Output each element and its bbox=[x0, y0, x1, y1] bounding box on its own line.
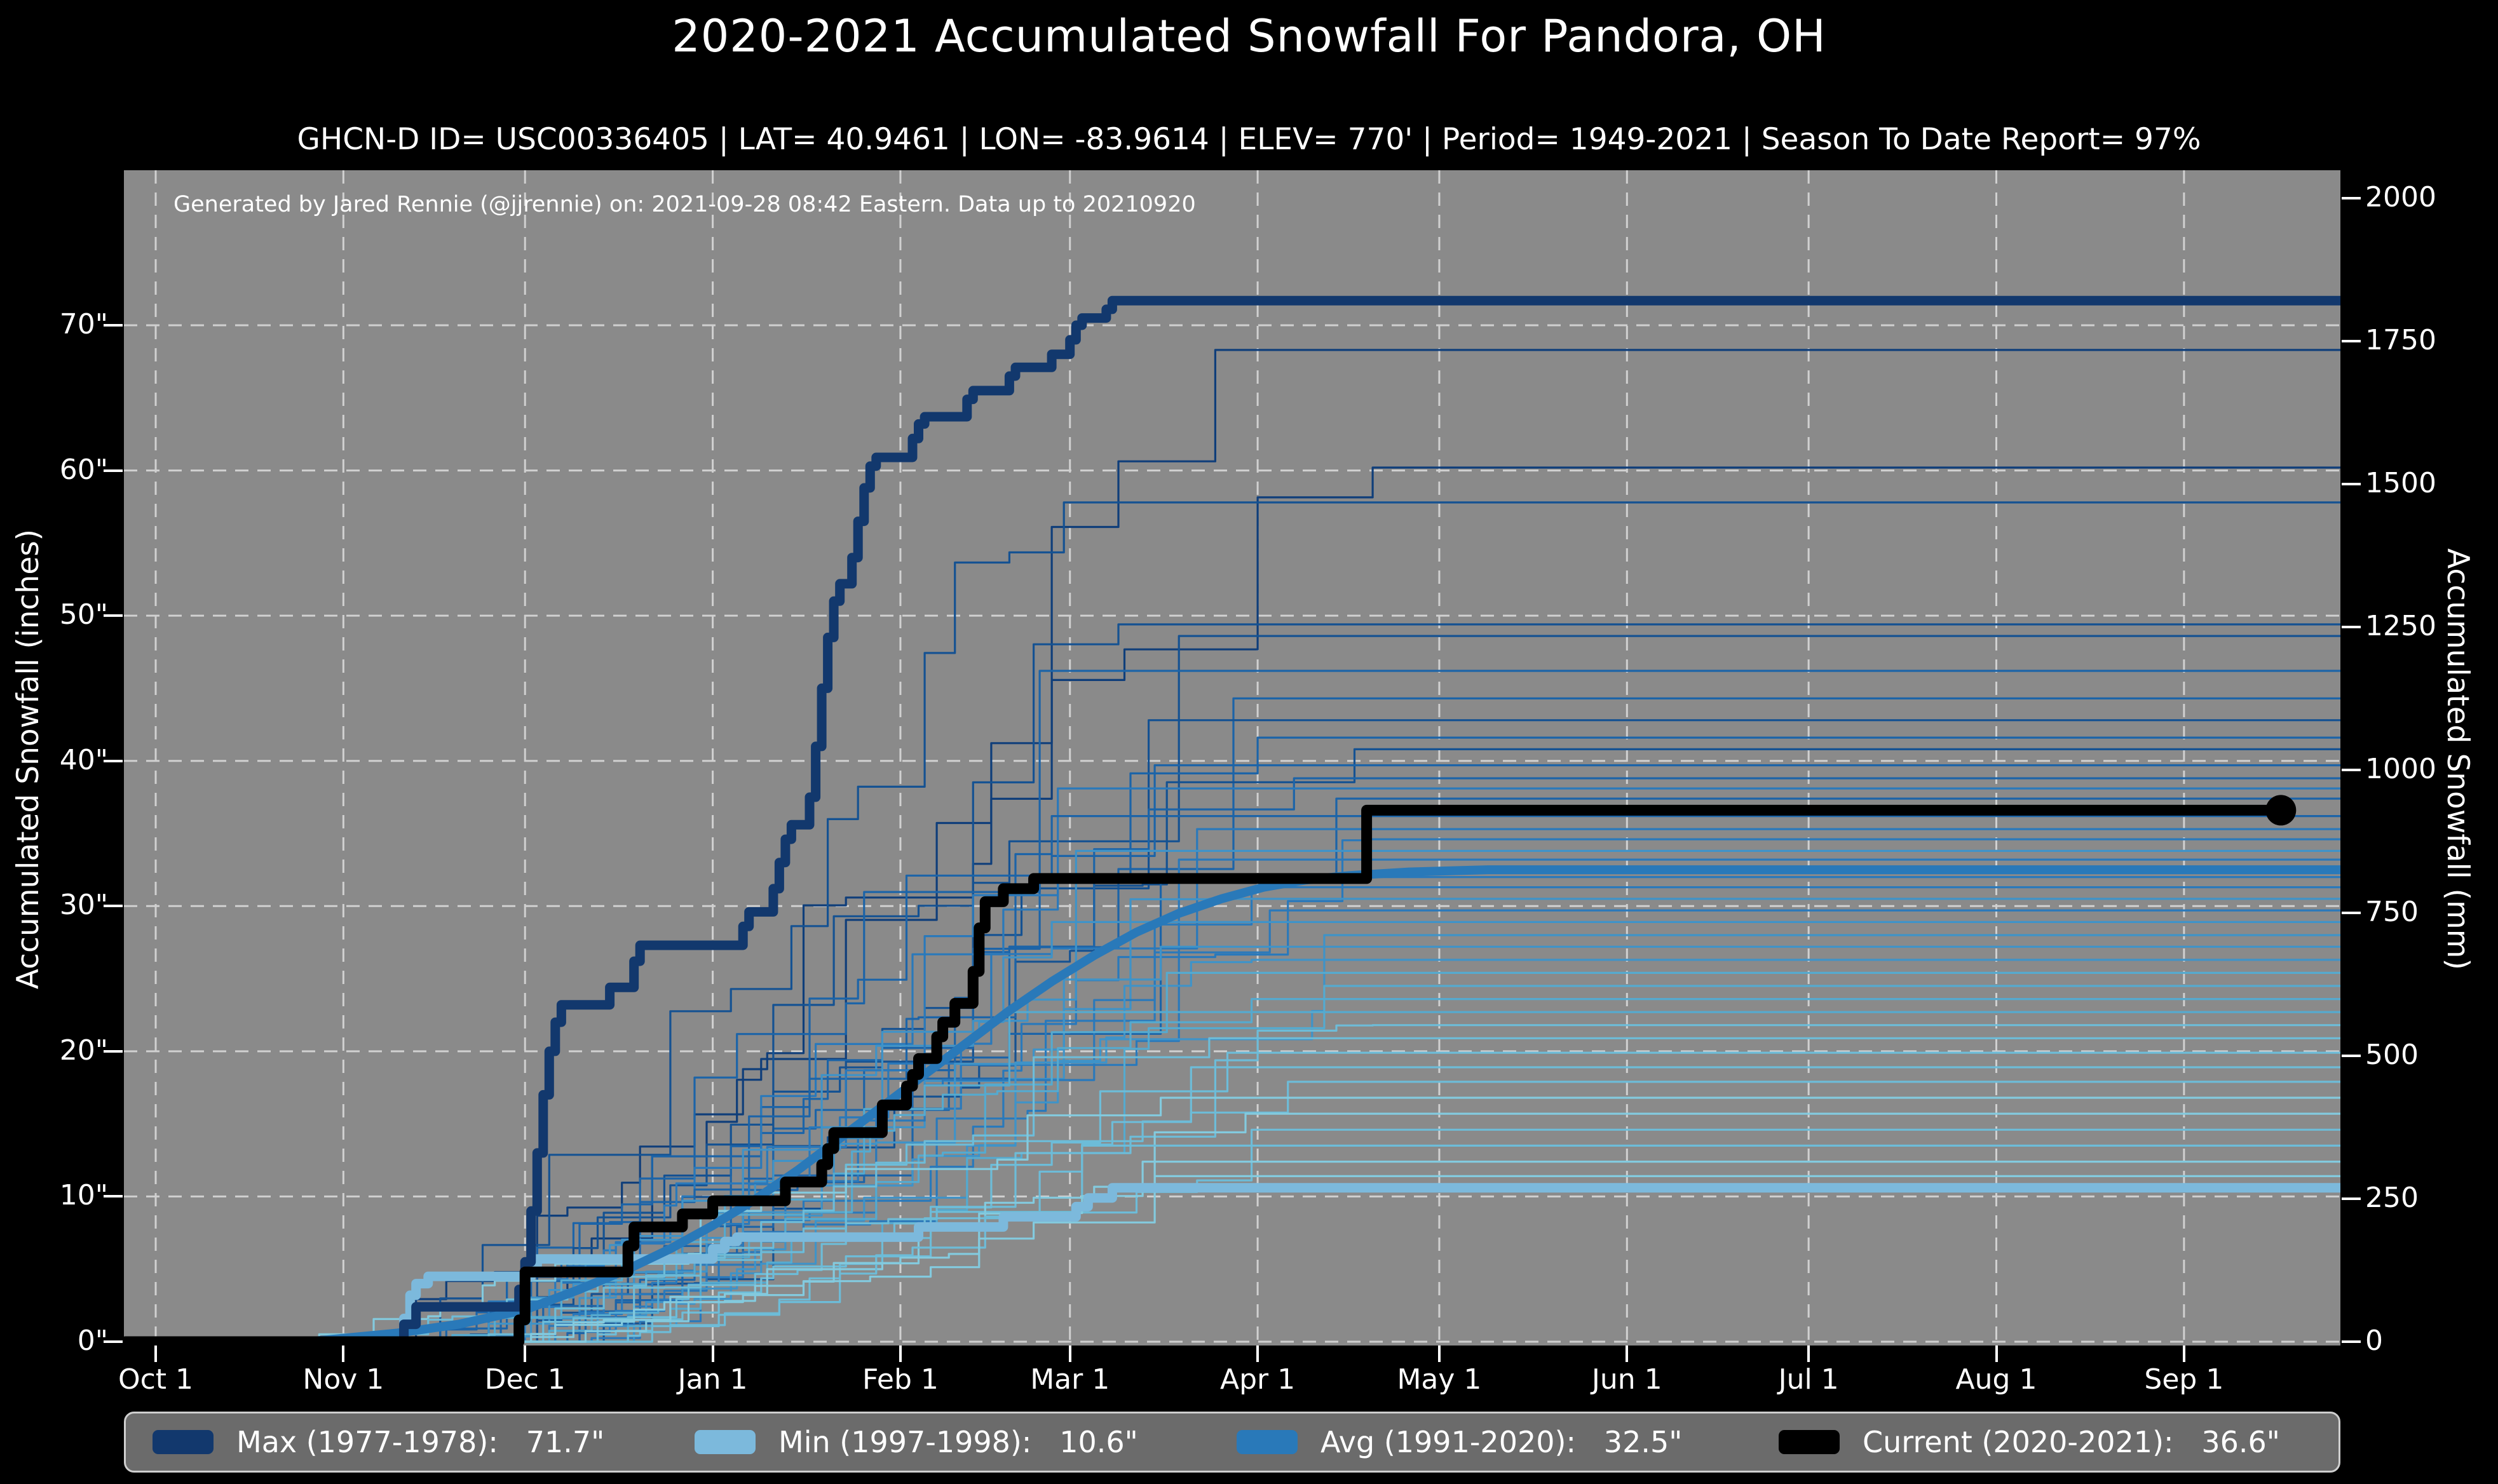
tick-label-right-1750: 1750 bbox=[2365, 324, 2436, 357]
tick-label-oct-1: Oct 1 bbox=[118, 1363, 194, 1396]
tick-bottom-Feb-1 bbox=[899, 1346, 902, 1362]
tick-left-20 bbox=[104, 1049, 123, 1053]
legend-label-current: Current (2020-2021): 36.6" bbox=[1863, 1425, 2280, 1459]
tick-label-right-2000: 2000 bbox=[2365, 181, 2436, 214]
tick-bottom-Mar-1 bbox=[1068, 1346, 1071, 1362]
tick-label-left-50: 50" bbox=[59, 598, 108, 631]
thin-season-line-20.9 bbox=[125, 1037, 2340, 1343]
thin-season-line-28.9 bbox=[125, 921, 2340, 1343]
thin-season-line-24.5 bbox=[125, 985, 2340, 1343]
tick-label-dec-1: Dec 1 bbox=[484, 1363, 566, 1396]
tick-left-0 bbox=[104, 1340, 123, 1343]
series-current-line bbox=[124, 804, 2286, 1346]
legend-label-max: Max (1977-1978): 71.7" bbox=[236, 1425, 605, 1459]
series-max-line bbox=[124, 295, 2340, 1346]
tick-label-right-500: 500 bbox=[2365, 1039, 2419, 1072]
chart-legend: Max (1977-1978): 71.7" Min (1997-1998): 1… bbox=[124, 1412, 2340, 1473]
tick-label-apr-1: Apr 1 bbox=[1220, 1363, 1296, 1396]
tick-bottom-Aug-1 bbox=[1995, 1346, 1998, 1362]
tick-label-mar-1: Mar 1 bbox=[1030, 1363, 1110, 1396]
tick-label-left-60: 60" bbox=[59, 453, 108, 486]
plot-background bbox=[124, 170, 2340, 1346]
tick-label-aug-1: Aug 1 bbox=[1955, 1363, 2037, 1396]
tick-bottom-Dec-1 bbox=[524, 1346, 527, 1362]
legend-item-max: Max (1977-1978): 71.7" bbox=[153, 1425, 695, 1459]
tick-label-left-0: 0" bbox=[77, 1325, 108, 1357]
thin-season-line-44.3 bbox=[125, 697, 2340, 1343]
page-title: 2020-2021 Accumulated Snowfall For Pando… bbox=[672, 10, 1826, 62]
thin-season-line-11.4 bbox=[125, 1175, 2340, 1343]
tick-right-500 bbox=[2342, 1055, 2361, 1058]
tick-label-may-1: May 1 bbox=[1397, 1363, 1482, 1396]
tick-label-right-1000: 1000 bbox=[2365, 753, 2436, 786]
tick-label-left-40: 40" bbox=[59, 743, 108, 776]
thin-season-line-31.3 bbox=[125, 886, 2340, 1343]
tick-right-2000 bbox=[2342, 197, 2361, 200]
tick-label-right-1500: 1500 bbox=[2365, 467, 2436, 500]
tick-bottom-Jun-1 bbox=[1626, 1346, 1629, 1362]
tick-label-jul-1: Jul 1 bbox=[1778, 1363, 1839, 1396]
thin-season-line-49.4 bbox=[125, 623, 2340, 1343]
legend-label-avg: Avg (1991-2020): 32.5" bbox=[1320, 1425, 1683, 1459]
tick-right-1750 bbox=[2342, 340, 2361, 343]
thin-season-line-21.8 bbox=[125, 1024, 2340, 1343]
tick-right-1250 bbox=[2342, 626, 2361, 629]
tick-label-right-1250: 1250 bbox=[2365, 610, 2436, 643]
generated-by-annotation: Generated by Jared Rennie (@jjrennie) on… bbox=[173, 192, 1196, 217]
tick-bottom-Oct-1 bbox=[154, 1346, 157, 1362]
tick-label-right-250: 250 bbox=[2365, 1182, 2419, 1215]
tick-bottom-Apr-1 bbox=[1256, 1346, 1259, 1362]
tick-left-50 bbox=[104, 614, 123, 617]
tick-right-750 bbox=[2342, 912, 2361, 915]
tick-right-250 bbox=[2342, 1197, 2361, 1201]
tick-label-left-70: 70" bbox=[59, 308, 108, 341]
legend-swatch-avg bbox=[1237, 1430, 1298, 1454]
tick-left-30 bbox=[104, 905, 123, 908]
thin-season-line-16.8 bbox=[125, 1096, 2340, 1343]
thin-season-line-23.6 bbox=[125, 998, 2340, 1343]
thin-season-line-30.5 bbox=[125, 898, 2340, 1343]
tick-bottom-May-1 bbox=[1437, 1346, 1441, 1362]
tick-right-0 bbox=[2342, 1340, 2361, 1343]
legend-item-avg: Avg (1991-2020): 32.5" bbox=[1237, 1425, 1779, 1459]
tick-left-70 bbox=[104, 324, 123, 327]
tick-right-1500 bbox=[2342, 483, 2361, 486]
thin-season-line-18.9 bbox=[125, 1066, 2340, 1343]
snowfall-chart-plot-area: Generated by Jared Rennie (@jjrennie) on… bbox=[124, 170, 2340, 1346]
page-subtitle: GHCN-D ID= USC00336405 | LAT= 40.9461 | … bbox=[297, 122, 2201, 157]
legend-swatch-min bbox=[695, 1430, 756, 1454]
gridlines bbox=[124, 170, 2340, 1346]
tick-label-nov-1: Nov 1 bbox=[302, 1363, 384, 1396]
tick-bottom-Jan-1 bbox=[711, 1346, 714, 1362]
legend-swatch-max bbox=[153, 1430, 214, 1454]
tick-left-40 bbox=[104, 759, 123, 762]
tick-bottom-Sep-1 bbox=[2182, 1346, 2185, 1362]
series-min-line bbox=[124, 1183, 2340, 1346]
tick-bottom-Nov-1 bbox=[342, 1346, 345, 1362]
tick-label-left-20: 20" bbox=[59, 1034, 108, 1067]
tick-label-right-750: 750 bbox=[2365, 896, 2419, 929]
tick-label-left-30: 30" bbox=[59, 889, 108, 922]
tick-label-feb-1: Feb 1 bbox=[862, 1363, 939, 1396]
tick-label-sep-1: Sep 1 bbox=[2144, 1363, 2224, 1396]
legend-item-min: Min (1997-1998): 10.6" bbox=[695, 1425, 1237, 1459]
tick-label-jun-1: Jun 1 bbox=[1591, 1363, 1662, 1396]
tick-label-right-0: 0 bbox=[2365, 1325, 2383, 1357]
tick-right-1000 bbox=[2342, 769, 2361, 772]
tick-label-jan-1: Jan 1 bbox=[677, 1363, 748, 1396]
tick-bottom-Jul-1 bbox=[1807, 1346, 1810, 1362]
current-endpoint-marker bbox=[2265, 795, 2297, 826]
legend-item-current: Current (2020-2021): 36.6" bbox=[1779, 1425, 2321, 1459]
thin-season-line-57.8 bbox=[125, 501, 2340, 1343]
legend-swatch-current bbox=[1779, 1430, 1840, 1454]
tick-label-left-10: 10" bbox=[59, 1179, 108, 1212]
thin-season-line-19.9 bbox=[125, 1051, 2340, 1343]
legend-label-min: Min (1997-1998): 10.6" bbox=[778, 1425, 1138, 1459]
thin-season-line-32 bbox=[125, 876, 2340, 1343]
y-axis-label-mm: Accumulated Snowfall (mm) bbox=[2440, 548, 2475, 970]
snowfall-chart-canvas bbox=[124, 170, 2340, 1346]
tick-left-60 bbox=[104, 469, 123, 472]
tick-left-10 bbox=[104, 1195, 123, 1198]
